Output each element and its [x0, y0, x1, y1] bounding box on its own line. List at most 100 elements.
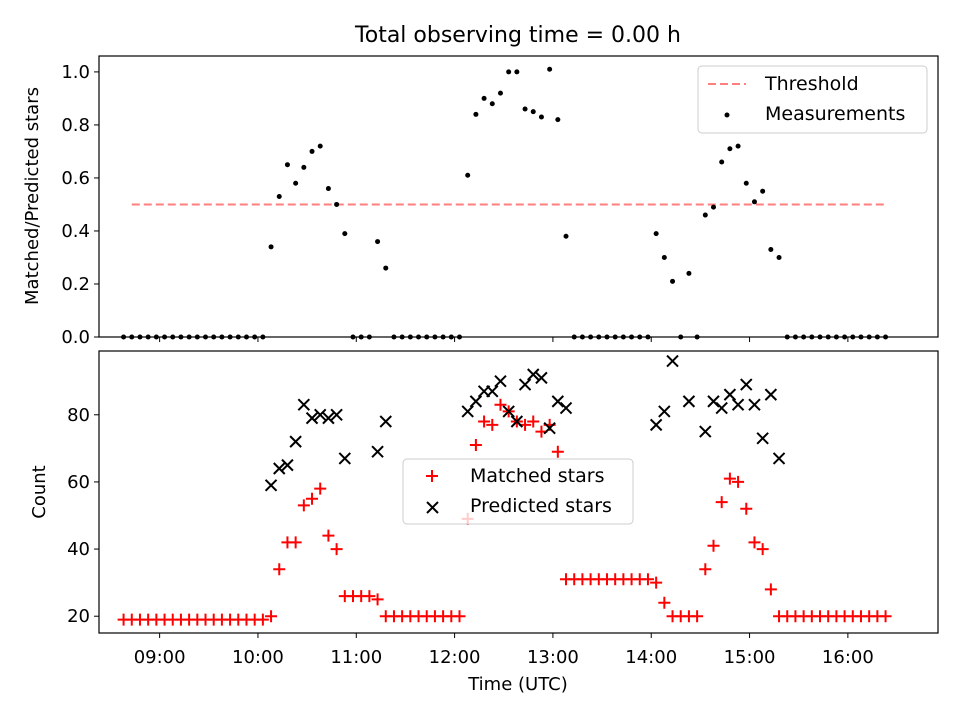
predicted-stars-point: [731, 398, 745, 411]
legend-threshold-label: Threshold: [764, 73, 859, 95]
predicted-stars-point: [379, 415, 392, 428]
matched-stars-point: [371, 593, 384, 606]
measurement-point: [284, 162, 290, 168]
matched-stars-point: [314, 482, 327, 495]
predicted-stars-point: [510, 415, 524, 428]
matched-stars-point: [494, 398, 507, 411]
measurement-point: [268, 244, 274, 250]
y-tick-label: 20: [67, 606, 90, 627]
predicted-stars-point: [682, 395, 696, 408]
predicted-stars-point: [658, 405, 671, 418]
matched-stars-point: [453, 610, 466, 623]
measurement-point: [735, 143, 741, 149]
y-tick-label: 80: [67, 405, 90, 426]
measurements-legend-swatch: [724, 112, 730, 118]
measurement-point: [317, 143, 323, 149]
predicted-stars-point: [707, 395, 720, 408]
measurement-point: [301, 164, 307, 170]
matched-stars-point: [330, 543, 343, 556]
legend-predicted-label: Predicted stars: [470, 495, 612, 517]
measurement-point: [768, 247, 774, 253]
measurement-point: [325, 186, 331, 192]
predicted-stars-point: [371, 445, 384, 458]
predicted-stars-point: [469, 395, 483, 408]
legend-matched-label: Matched stars: [470, 465, 604, 487]
matched-stars-point: [748, 536, 761, 549]
predicted-stars-point: [264, 479, 278, 492]
predicted-stars-point: [764, 388, 778, 401]
matched-stars-point: [879, 610, 892, 623]
y-tick-label: 60: [67, 472, 90, 493]
measurement-point: [555, 117, 561, 123]
count-panel: 09:00 10:00 11:00 12:00 13:00 14:00 15:00 16:00…: [29, 350, 939, 695]
matched-stars-point: [265, 610, 278, 623]
matched-stars-point: [691, 610, 704, 623]
matched-stars-point: [723, 472, 736, 485]
matched-legend-swatch: [426, 470, 438, 482]
x-axis-label: Time (UTC): [467, 674, 568, 695]
matched-stars-point: [650, 576, 663, 589]
predicted-stars-point: [740, 378, 753, 391]
measurement-point: [383, 265, 389, 271]
measurement-point: [653, 231, 659, 237]
measurement-point: [751, 199, 757, 205]
predicted-stars-point: [551, 395, 565, 408]
measurement-point: [293, 180, 299, 186]
predicted-stars-point: [748, 398, 761, 411]
predicted-stars-point: [305, 411, 319, 425]
predicted-stars-point: [297, 398, 311, 411]
measurement-point: [530, 109, 536, 115]
matched-stars-point: [306, 492, 319, 505]
measurement-point: [506, 69, 512, 75]
x-tick-label: 11:00: [330, 647, 382, 668]
predicted-stars-point: [649, 418, 663, 432]
matched-stars-point: [551, 445, 564, 458]
ratio-legend-box: [697, 65, 928, 134]
predicted-stars-point: [527, 368, 540, 381]
count-legend-box: [402, 458, 634, 525]
x-tick-label: 16:00: [822, 647, 874, 668]
matched-stars-point: [478, 415, 491, 428]
measurement-point: [489, 101, 495, 107]
predicted-stars-point: [666, 354, 679, 368]
matched-stars-point: [764, 583, 777, 596]
matched-stars-point: [322, 529, 335, 542]
ratio-legend: Threshold Measurements: [697, 65, 928, 134]
measurement-point: [661, 254, 667, 260]
predicted-stars-point: [289, 435, 302, 448]
predicted-stars-point: [715, 401, 728, 415]
predicted-stars-point: [281, 458, 294, 472]
ratio-panel: 0.0 0.2 0.4 0.6 0.8 1.0 Matched/Predicted sta…: [22, 55, 939, 348]
measurement-point: [473, 111, 479, 117]
y-tick-label: 0.2: [61, 274, 90, 295]
measurement-point: [702, 212, 708, 218]
predicted-stars-point: [756, 432, 769, 445]
measurement-point: [375, 239, 381, 245]
measurement-point: [276, 194, 282, 199]
matched-stars-point: [756, 543, 769, 556]
matched-stars-point: [486, 418, 499, 431]
measurement-point: [309, 148, 315, 154]
measurement-point: [670, 278, 676, 284]
measurement-point: [743, 180, 749, 186]
measurement-point: [719, 159, 725, 165]
matched-stars-point: [740, 502, 753, 515]
y-tick-label: 0.0: [61, 327, 90, 348]
ratio-panel-frame: [98, 55, 939, 338]
predicted-stars-point: [535, 371, 548, 385]
x-tick-label: 14:00: [625, 647, 677, 668]
measurement-point: [776, 254, 782, 260]
matched-stars-point: [256, 613, 269, 626]
count-legend: Matched stars Predicted stars: [402, 458, 634, 525]
y-tick-label: 1.0: [61, 62, 90, 83]
y-tick-label: 0.8: [61, 115, 90, 136]
chart-title: Total observing time = 0.00 h: [354, 23, 681, 48]
x-tick-label: 12:00: [429, 647, 481, 668]
y-tick-label: 0.6: [61, 168, 90, 189]
predicted-stars-point: [723, 388, 737, 401]
x-tick-label: 15:00: [724, 647, 776, 668]
x-tick-label: 13:00: [527, 647, 579, 668]
count-panel-frame: [98, 350, 939, 634]
matched-stars-point: [707, 539, 720, 552]
